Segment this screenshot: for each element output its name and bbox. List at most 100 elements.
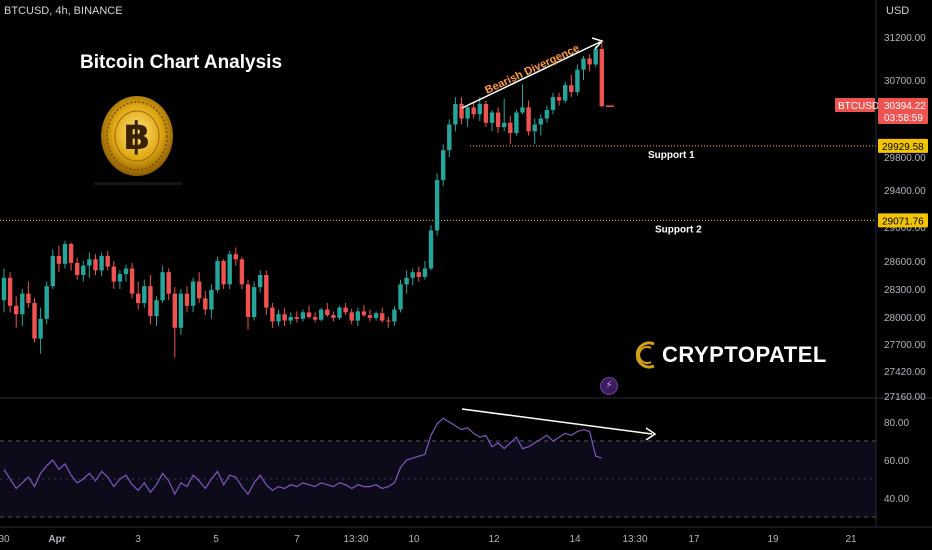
- time-tick-label: Apr: [48, 534, 65, 545]
- candle-body: [105, 255, 110, 267]
- candle-body: [367, 315, 373, 318]
- support-price-label: 29929.58: [882, 142, 924, 153]
- price-tick-label: 28000.00: [884, 313, 926, 324]
- candle-body: [264, 275, 269, 308]
- candle-body: [465, 107, 470, 119]
- divergence-arrowhead-price: [591, 37, 604, 50]
- candle-body: [599, 49, 604, 107]
- divergence-line-rsi: [461, 408, 653, 435]
- time-tick-label: 13:30: [343, 534, 368, 545]
- candle-body: [404, 277, 409, 285]
- candle-body: [569, 85, 574, 92]
- candle-body: [32, 303, 37, 339]
- logo-shadow: [94, 182, 182, 185]
- candle-body: [349, 312, 354, 321]
- candle-body: [471, 107, 476, 115]
- rsi-tick-label: 40.00: [884, 494, 909, 505]
- candle-body: [434, 180, 440, 231]
- candle-body: [483, 103, 489, 123]
- price-tick-label: 31200.00: [884, 33, 926, 44]
- candle-body: [563, 85, 568, 101]
- candle-body: [93, 259, 98, 271]
- time-tick-label: 17: [688, 534, 700, 545]
- time-tick-label: 14: [569, 534, 581, 545]
- candle-body: [221, 261, 226, 285]
- candle-body: [392, 309, 397, 322]
- bitcoin-logo-icon: ฿: [101, 96, 173, 176]
- candle-body: [550, 97, 556, 110]
- candle-body: [587, 58, 592, 65]
- price-tick-label: 27160.00: [884, 392, 926, 403]
- countdown-label: 03:58:59: [884, 113, 923, 124]
- candle-body: [1, 277, 7, 301]
- chart-title: Bitcoin Chart Analysis: [80, 52, 283, 73]
- candle-body: [184, 293, 190, 306]
- candle-body: [44, 286, 49, 319]
- candle-body: [190, 281, 196, 306]
- candle-body: [166, 272, 171, 294]
- price-tick-label: 28300.00: [884, 285, 926, 296]
- candle-body: [410, 272, 415, 278]
- candle-body: [306, 312, 312, 317]
- candle-body: [422, 268, 428, 277]
- price-tick-label: 28600.00: [884, 257, 926, 268]
- candle-body: [26, 293, 31, 303]
- support-label: Support 1: [648, 150, 695, 161]
- candle-body: [593, 49, 598, 65]
- bolt-icon[interactable]: ⚡: [600, 377, 618, 395]
- candle-body: [386, 320, 391, 322]
- candle-body: [428, 230, 434, 269]
- time-tick-label: 10: [408, 534, 420, 545]
- candle-body: [288, 317, 293, 321]
- candle-body: [514, 112, 519, 134]
- time-tick-label: 13:30: [622, 534, 647, 545]
- rsi-tick-label: 80.00: [884, 418, 909, 429]
- candle-body: [270, 307, 275, 322]
- candle-body: [441, 150, 446, 181]
- candle-body: [172, 293, 177, 328]
- time-tick-label: 7: [294, 534, 300, 545]
- svg-text:฿: ฿: [124, 114, 150, 158]
- brand-name: CRYPTOPATEL: [662, 342, 827, 367]
- candle-body: [361, 311, 367, 316]
- candle-body: [233, 254, 238, 260]
- candle-body: [453, 103, 458, 125]
- time-tick-label: 12: [488, 534, 500, 545]
- candle-body: [398, 284, 403, 310]
- candle-body: [50, 255, 55, 287]
- support-price-tag: [878, 138, 928, 153]
- candle-body: [56, 255, 62, 264]
- candle-body: [319, 309, 324, 320]
- last-price-label: 30394.22: [884, 101, 926, 112]
- price-tick-label: 30700.00: [884, 76, 926, 87]
- candle-body: [75, 262, 80, 275]
- candle-body: [197, 281, 202, 299]
- time-tick-label: 3: [135, 534, 141, 545]
- time-tick-label: 30: [0, 534, 10, 545]
- price-tick-label: 29800.00: [884, 153, 926, 164]
- candle-body: [7, 277, 13, 306]
- candle-body: [68, 244, 74, 263]
- candle-body: [575, 69, 580, 92]
- brand-mark-icon: [636, 341, 655, 369]
- price-tick-label: 29000.00: [884, 223, 926, 234]
- support-price-tag: [878, 213, 928, 228]
- candle-body: [178, 293, 184, 328]
- candle-body: [117, 274, 123, 282]
- candle-body: [251, 287, 257, 317]
- candle-body: [355, 311, 360, 321]
- candle-body: [477, 103, 482, 115]
- candle-body: [343, 307, 348, 313]
- candle-body: [227, 254, 232, 285]
- candle-body: [312, 317, 318, 320]
- candle-body: [239, 259, 245, 285]
- candle-body: [38, 318, 43, 339]
- candle-body: [282, 314, 287, 321]
- rsi-line: [3, 417, 602, 496]
- brand-logo: CRYPTOPATEL: [636, 340, 827, 370]
- price-tick-label: 27420.00: [884, 367, 926, 378]
- candle-body: [544, 109, 550, 119]
- candle-body: [81, 265, 86, 275]
- candle-body: [129, 268, 135, 294]
